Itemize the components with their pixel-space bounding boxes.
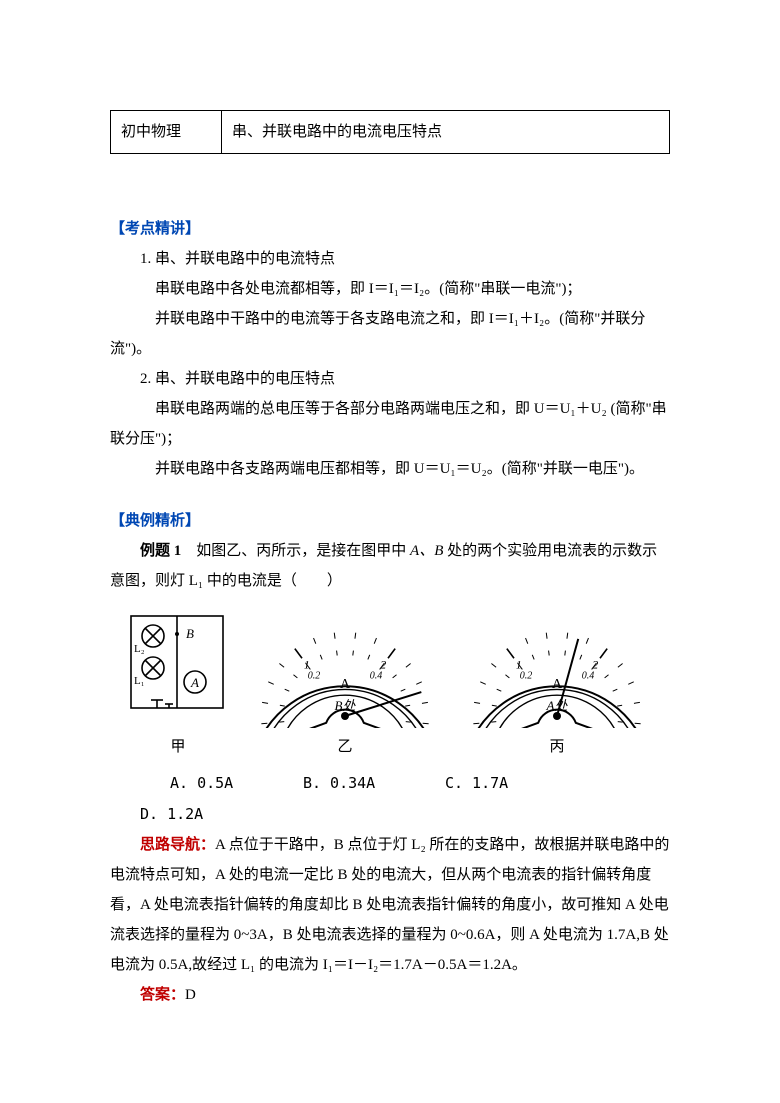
svg-text:B处: B处 — [335, 698, 357, 713]
svg-text:0.4: 0.4 — [370, 670, 383, 681]
stem-a: 如图乙、丙所示，是接在图甲中 — [181, 543, 410, 559]
option-d: D. 1.2A — [110, 799, 203, 829]
label-L2: L₂ — [134, 643, 145, 655]
example-stem: 例题 1 如图乙、丙所示，是接在图甲中 A、B 处的两个实验用电流表的示数示意图… — [110, 536, 670, 596]
figure-circuit: A B L₂ L₁ 甲 — [123, 608, 233, 762]
label-B: B — [186, 626, 194, 641]
section1-line1b: 并联电路中干路中的电流等于各支路电流之和，即 I＝I₁＋I₂。(简称"并联分流"… — [110, 304, 670, 364]
header-table: 初中物理 串、并联电路中的电流电压特点 — [110, 110, 670, 154]
answer-label: 答案： — [140, 987, 185, 1003]
option-b: B. 0.34A — [273, 768, 375, 798]
svg-text:0.2: 0.2 — [520, 670, 533, 681]
example-label: 例题 1 — [140, 543, 181, 559]
hint-paragraph: 思路导航：A 点位于干路中，B 点位于灯 L₂ 所在的支路中，故根据并联电路中的… — [110, 830, 670, 980]
figure-row: A B L₂ L₁ 甲 012300.20.40.6AB处 乙 012300.2… — [110, 608, 670, 762]
option-a: A. 0.5A — [140, 768, 233, 798]
figure-meter-a: 012300.20.40.6AA处 丙 — [457, 608, 657, 762]
options-row: A. 0.5A B. 0.34A C. 1.7A D. 1.2A — [110, 768, 670, 830]
svg-text:A: A — [340, 677, 351, 692]
section1-title: 【考点精讲】 — [110, 214, 670, 244]
stem-b: A、B — [410, 543, 443, 559]
svg-text:A处: A处 — [546, 698, 569, 713]
header-topic: 串、并联电路中的电流电压特点 — [222, 111, 670, 154]
option-c: C. 1.7A — [415, 768, 508, 798]
header-subject: 初中物理 — [111, 111, 222, 154]
figure-meter-b: 012300.20.40.6AB处 乙 — [245, 608, 445, 762]
answer-text: D — [185, 987, 196, 1003]
page: 初中物理 串、并联电路中的电流电压特点 【考点精讲】 1. 串、并联电路中的电流… — [0, 0, 780, 1103]
svg-text:0.4: 0.4 — [582, 670, 595, 681]
caption-meter-a: 丙 — [549, 732, 564, 762]
section1-line2b: 并联电路中各支路两端电压都相等，即 U＝U₁＝U₂。(简称"并联一电压")。 — [110, 454, 670, 484]
label-L1: L₁ — [134, 675, 145, 687]
section1-line1a: 串联电路中各处电流都相等，即 I＝I₁＝I₂。(简称"串联一电流")； — [110, 274, 670, 304]
ammeter-a-icon: 012300.20.40.6AA处 — [457, 608, 657, 728]
answer-paragraph: 答案：D — [110, 980, 670, 1010]
svg-text:0.2: 0.2 — [308, 670, 321, 681]
hint-text: A 点位于干路中，B 点位于灯 L₂ 所在的支路中，故根据并联电路中的电流特点可… — [110, 837, 669, 973]
svg-text:A: A — [552, 677, 563, 692]
section1-point1: 1. 串、并联电路中的电流特点 — [110, 244, 670, 274]
hint-label: 思路导航： — [140, 837, 215, 853]
caption-meter-b: 乙 — [337, 732, 352, 762]
ammeter-b-icon: 012300.20.40.6AB处 — [245, 608, 445, 728]
label-A: A — [190, 675, 199, 690]
section2-title: 【典例精析】 — [110, 506, 670, 536]
section1-line2a: 串联电路两端的总电压等于各部分电路两端电压之和，即 U＝U₁＋U₂ (简称"串联… — [110, 394, 670, 454]
circuit-diagram: A B L₂ L₁ — [123, 608, 233, 728]
caption-circuit: 甲 — [170, 732, 185, 762]
section1-point2: 2. 串、并联电路中的电压特点 — [110, 364, 670, 394]
